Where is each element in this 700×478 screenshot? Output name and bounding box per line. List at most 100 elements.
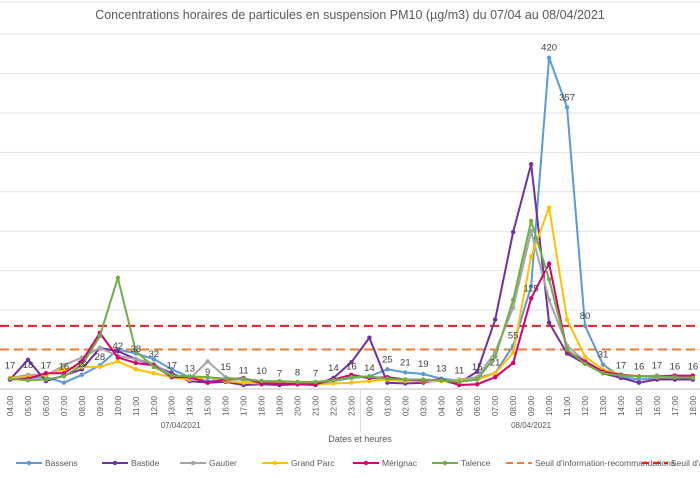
x-tick-label: 00:00 bbox=[365, 395, 374, 416]
data-point bbox=[259, 378, 264, 384]
x-tick-label: 22:00 bbox=[329, 395, 338, 416]
data-point bbox=[492, 374, 498, 380]
legend-label: Bassens bbox=[45, 458, 78, 468]
date-group-label: 08/04/2021 bbox=[511, 421, 552, 430]
data-point bbox=[546, 297, 552, 303]
data-label: 17 bbox=[652, 361, 663, 372]
legend-label: Bastide bbox=[131, 458, 160, 468]
date-group-label: 07/04/2021 bbox=[161, 421, 202, 430]
x-tick-label: 10:00 bbox=[545, 395, 554, 416]
data-point bbox=[403, 370, 408, 375]
data-point bbox=[151, 371, 156, 376]
data-point bbox=[133, 367, 138, 372]
x-tick-label: 17:00 bbox=[240, 395, 249, 416]
legend-marker bbox=[272, 460, 278, 466]
legend-label: Mérignac bbox=[382, 458, 418, 468]
data-label: 16 bbox=[634, 361, 645, 372]
x-tick-label: 07:00 bbox=[491, 395, 500, 416]
x-axis-title: Dates et heures bbox=[328, 434, 392, 444]
data-label: 25 bbox=[382, 354, 393, 365]
data-point bbox=[510, 350, 516, 355]
data-point bbox=[636, 374, 642, 379]
data-label: 19 bbox=[418, 359, 429, 370]
x-tick-label: 17:00 bbox=[671, 395, 680, 416]
data-label: 13 bbox=[184, 364, 195, 375]
data-point bbox=[331, 381, 336, 386]
data-point bbox=[654, 374, 660, 379]
x-tick-label: 18:00 bbox=[689, 395, 698, 416]
data-point bbox=[600, 371, 606, 376]
data-point bbox=[421, 371, 426, 377]
data-point bbox=[528, 284, 534, 289]
data-label: 38 bbox=[131, 344, 142, 355]
data-point bbox=[133, 348, 138, 354]
data-label: 7 bbox=[313, 368, 318, 379]
x-tick-label: 12:00 bbox=[150, 395, 159, 416]
data-point bbox=[385, 376, 390, 381]
data-point bbox=[349, 359, 354, 365]
data-label: 17 bbox=[616, 361, 627, 372]
legend-marker bbox=[112, 460, 118, 466]
data-point bbox=[385, 380, 390, 385]
data-point bbox=[510, 229, 516, 235]
x-tick-label: 12:00 bbox=[581, 395, 590, 416]
data-point bbox=[546, 55, 552, 60]
data-label: 19 bbox=[77, 359, 88, 370]
data-point bbox=[528, 161, 534, 167]
x-tick-label: 13:00 bbox=[168, 395, 177, 416]
x-tick-label: 14:00 bbox=[186, 395, 195, 416]
x-tick-label: 05:00 bbox=[24, 395, 33, 416]
series-lines bbox=[7, 55, 696, 388]
legend-marker bbox=[190, 460, 196, 466]
x-tick-label: 07:00 bbox=[60, 395, 69, 416]
data-point bbox=[582, 323, 588, 329]
data-point bbox=[367, 374, 372, 379]
data-label: 115 bbox=[524, 283, 539, 294]
x-axis: 04:00 05:00 06:00 07:00 08:00 09:00 10:00 11:00… bbox=[6, 389, 698, 432]
data-label: 9 bbox=[205, 367, 210, 378]
x-tick-label: 06:00 bbox=[42, 395, 51, 416]
data-point bbox=[115, 359, 121, 364]
data-point bbox=[79, 372, 85, 377]
data-point bbox=[582, 361, 588, 366]
x-tick-label: 06:00 bbox=[473, 395, 482, 416]
data-point bbox=[187, 374, 192, 379]
data-point bbox=[457, 379, 462, 385]
legend-marker bbox=[442, 460, 448, 466]
data-label: 21 bbox=[490, 357, 501, 368]
legend-label: Gautier bbox=[209, 458, 237, 468]
data-label: 55 bbox=[508, 331, 519, 342]
data-point bbox=[475, 382, 480, 387]
x-tick-label: 08:00 bbox=[78, 395, 87, 416]
data-point bbox=[528, 254, 534, 259]
data-point bbox=[564, 317, 570, 322]
data-point bbox=[61, 380, 67, 385]
data-labels: 17 18 17 16 19 28 42 38 32 17 13 9 15 11 10 7 8 7 14 16 14 25… bbox=[5, 43, 698, 380]
x-tick-label: 21:00 bbox=[311, 395, 320, 416]
data-point bbox=[223, 376, 228, 381]
data-point bbox=[313, 379, 318, 385]
legend-label: Seuil d'information-recommandations bbox=[535, 458, 675, 468]
data-point bbox=[133, 360, 138, 366]
legend-marker bbox=[26, 460, 32, 466]
data-label: 13 bbox=[436, 364, 447, 375]
data-point bbox=[492, 317, 498, 322]
data-label: 16 bbox=[670, 361, 681, 372]
data-point bbox=[636, 380, 642, 385]
data-point bbox=[421, 377, 426, 382]
data-point bbox=[25, 357, 31, 363]
data-label: 357 bbox=[559, 92, 575, 103]
data-point bbox=[385, 367, 390, 372]
data-point bbox=[690, 375, 696, 381]
data-point bbox=[25, 378, 31, 383]
data-point bbox=[403, 377, 408, 382]
data-point bbox=[97, 333, 103, 339]
data-point bbox=[510, 297, 516, 303]
x-tick-label: 03:00 bbox=[419, 395, 428, 416]
series-line bbox=[9, 56, 693, 384]
data-label: 14 bbox=[328, 363, 339, 374]
data-point bbox=[349, 380, 354, 385]
data-point bbox=[475, 377, 480, 382]
x-tick-label: 20:00 bbox=[294, 395, 303, 416]
